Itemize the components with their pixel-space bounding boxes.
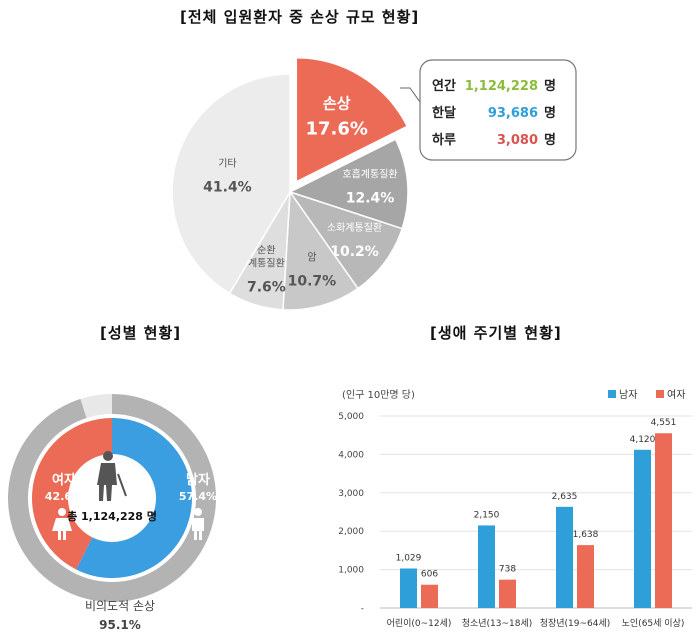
y-tick-label: 4,000	[338, 450, 364, 460]
elderly-person-icon	[97, 451, 127, 501]
legend-label: 여자	[667, 389, 685, 401]
injury-share-pie-chart: 손상17.6%호흡계통질환12.4%소화계통질환10.2%암10.7%순환계통질…	[171, 57, 577, 311]
donut-center-total: 총 1,124,228 명	[67, 509, 157, 523]
male-body	[192, 518, 204, 540]
male-head	[194, 508, 202, 516]
bar	[556, 506, 573, 608]
y-tick-label: 5,000	[338, 412, 364, 422]
pie-slice-percent: 17.6%	[305, 118, 367, 139]
bar-data-label: 1,029	[396, 553, 422, 563]
pie-slice-label: 암	[307, 252, 316, 264]
callout-label: 연간	[432, 78, 456, 94]
pie-slice-label: 계통질환	[248, 258, 285, 270]
pie-slice-label-group: 소화계통질환 10.2%	[327, 222, 382, 260]
pie-slice-label-group: 암 10.7%	[288, 252, 337, 290]
bar	[478, 525, 495, 608]
pie-slice-label: 기타	[218, 157, 236, 169]
y-tick-label: 1,000	[338, 566, 364, 576]
male-label: 남자	[186, 472, 210, 488]
bar-data-label: 2,150	[474, 510, 500, 520]
y-unit-label: (인구 10만명 당)	[342, 389, 415, 401]
legend-label: 남자	[619, 389, 637, 401]
bar-data-label: 738	[499, 565, 516, 575]
bar	[655, 433, 672, 608]
y-tick-label: 3,000	[338, 489, 364, 499]
x-tick-label: 청장년(19~64세)	[540, 618, 611, 629]
callout-label: 한달	[432, 105, 456, 121]
pie-slice-percent: 10.7%	[288, 274, 337, 290]
x-tick-label: 어린이(0~12세)	[387, 618, 452, 629]
male-percent: 57.4%	[179, 490, 217, 503]
male-person-icon	[192, 508, 204, 540]
gender-donut-chart: 총 1,124,228 명 여자 42.6% 남자 57.4% 비의도적 손상 95.1%	[8, 394, 217, 632]
outer-ring-remainder	[80, 394, 112, 418]
bar-data-label: 1,638	[573, 530, 599, 540]
pie-slice-label-group: 손상 17.6%	[305, 94, 367, 139]
bar-data-label: 4,120	[630, 435, 656, 445]
callout-box	[419, 59, 577, 161]
donut-center	[68, 454, 156, 542]
female-percent: 42.6%	[45, 490, 83, 503]
female-person-icon	[52, 508, 72, 540]
pie-slice	[295, 57, 409, 184]
bar-data-label: 606	[421, 570, 438, 580]
elderly-body	[97, 463, 117, 501]
pie-slice-percent: 41.4%	[203, 179, 252, 195]
pie-slice-label: 소화계통질환	[327, 222, 382, 234]
pie-slice-percent: 12.4%	[346, 191, 395, 207]
pie-slice	[288, 190, 404, 290]
y-tick-label: -	[361, 604, 364, 614]
walking-cane	[117, 473, 127, 497]
legend-swatch	[656, 390, 664, 398]
pie-slice	[288, 138, 409, 230]
bar	[499, 579, 516, 608]
x-tick-label: 노인(65세 이상)	[622, 618, 685, 629]
pie-slice-label-group: 호흡계통질환 12.4%	[342, 168, 397, 207]
pie-slice	[171, 73, 291, 295]
pie-slice-percent: 10.2%	[330, 244, 379, 260]
bar	[577, 545, 594, 608]
female-head	[58, 508, 66, 516]
bar	[634, 449, 651, 608]
main-chart-title: [전체 입원환자 중 손상 규모 현황]	[180, 8, 420, 26]
callout-value: 1,124,228	[465, 79, 538, 94]
bar	[400, 568, 417, 608]
bar-data-label: 2,635	[552, 492, 578, 502]
gender-chart-title: [성별 현황]	[100, 324, 182, 342]
female-label: 여자	[52, 472, 76, 488]
callout-value: 3,080	[497, 133, 538, 148]
callout-unit: 명	[544, 132, 556, 148]
callout-value: 93,686	[488, 106, 538, 121]
outer-ring-percent: 95.1%	[99, 618, 141, 632]
legend-swatch	[608, 390, 616, 398]
female-body	[52, 518, 72, 540]
callout-unit: 명	[544, 78, 556, 94]
elderly-head	[103, 451, 113, 461]
callout-unit: 명	[544, 105, 556, 121]
life-cycle-chart-title: [생애 주기별 현황]	[430, 324, 562, 342]
x-tick-label: 청소년(13~18세)	[462, 618, 533, 629]
callout-label: 하루	[432, 132, 456, 148]
bar-data-label: 4,551	[651, 418, 677, 428]
bar	[421, 584, 438, 608]
outer-ring-label: 비의도적 손상	[85, 599, 155, 613]
y-tick-label: 2,000	[338, 527, 364, 537]
pie-slice-label: 손상	[323, 94, 351, 112]
pie-slice-label: 호흡계통질환	[342, 168, 397, 181]
pie-slice-label: 순환	[257, 245, 275, 257]
pie-slice-label-group: 기타 41.4%	[203, 157, 252, 195]
pie-slice	[282, 189, 359, 311]
pie-slice-percent: 7.6%	[247, 280, 286, 296]
life-cycle-bar-chart: (인구 10만명 당) 남자 여자 - 1,000 2,000 3,000 4,000 5,00…	[338, 389, 692, 629]
